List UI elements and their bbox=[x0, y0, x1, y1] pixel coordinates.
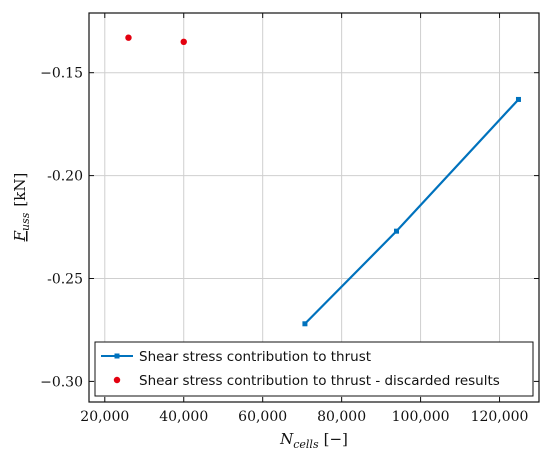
discarded-data-point bbox=[180, 38, 187, 46]
legend: Shear stress contribution to thrust Shea… bbox=[94, 341, 534, 397]
x-tick-label: 40,000 bbox=[159, 409, 208, 425]
x-tick-label: 20,000 bbox=[80, 409, 129, 425]
series-line bbox=[304, 98, 520, 325]
y-axis-label-sub: uss bbox=[19, 212, 32, 231]
x-tick-label: 120,000 bbox=[471, 409, 529, 425]
y-tick-label: −0.15 bbox=[40, 66, 83, 82]
y-tick-label: -0.20 bbox=[47, 169, 83, 185]
y-axis-label-unit: [kN] bbox=[11, 173, 29, 207]
discarded-data-point bbox=[125, 34, 132, 41]
x-axis-label-sub: cells bbox=[293, 438, 319, 451]
y-tick-label: -0.25 bbox=[47, 272, 83, 288]
data-point bbox=[302, 321, 308, 327]
plot-frame bbox=[88, 12, 540, 403]
series-layer bbox=[125, 34, 521, 327]
x-axis-label: Ncells [−] bbox=[279, 430, 348, 451]
legend-square-marker bbox=[114, 353, 120, 359]
y-axis-label: Fuss [kN] bbox=[11, 173, 32, 243]
legend-circle-marker bbox=[113, 376, 121, 384]
x-tick-label: 80,000 bbox=[317, 409, 366, 425]
data-point bbox=[394, 228, 399, 234]
legend-entry-scatter: Shear stress contribution to thrust - di… bbox=[139, 373, 500, 389]
legend-box bbox=[94, 341, 534, 397]
legend-entry-line: Shear stress contribution to thrust bbox=[139, 349, 371, 365]
ticks: 20,000 40,000 60,000 80,000 100,000 120,000 −0… bbox=[40, 13, 539, 425]
x-axis-label-unit: [−] bbox=[324, 430, 348, 448]
y-axis-label-main: F bbox=[11, 230, 29, 242]
x-tick-label: 60,000 bbox=[238, 409, 287, 425]
x-tick-label: 100,000 bbox=[392, 409, 450, 425]
y-tick-label: −0.30 bbox=[40, 374, 83, 390]
x-axis-label-main: N bbox=[279, 430, 294, 448]
data-point bbox=[515, 96, 521, 102]
